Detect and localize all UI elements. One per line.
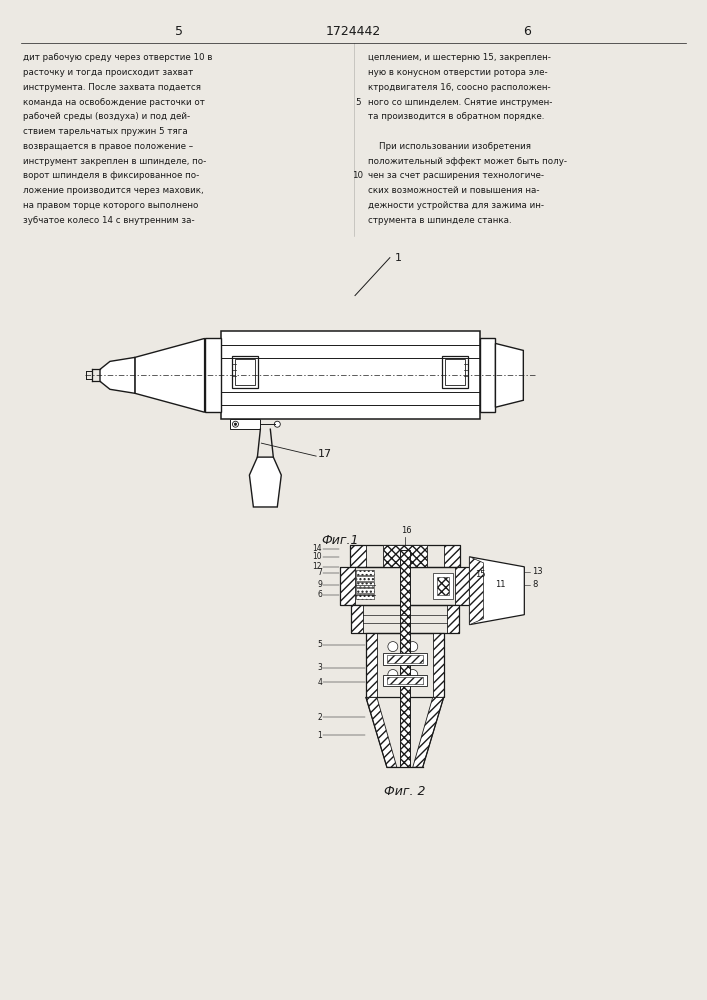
Polygon shape xyxy=(447,605,459,633)
Text: 4: 4 xyxy=(317,678,322,687)
Text: 7: 7 xyxy=(317,568,322,577)
Bar xyxy=(433,573,452,599)
Bar xyxy=(383,653,427,665)
Circle shape xyxy=(274,421,280,427)
Text: ворот шпинделя в фиксированное по-: ворот шпинделя в фиксированное по- xyxy=(23,171,199,180)
Text: чен за счет расширения технологиче-: чен за счет расширения технологиче- xyxy=(368,171,544,180)
Polygon shape xyxy=(135,338,204,412)
Bar xyxy=(400,550,410,767)
Text: 3: 3 xyxy=(317,663,322,672)
Bar xyxy=(387,655,423,663)
Text: Фиг. 2: Фиг. 2 xyxy=(384,785,426,798)
Text: Фиг.1: Фиг.1 xyxy=(321,534,359,547)
Text: 9: 9 xyxy=(317,580,322,589)
Bar xyxy=(235,359,255,385)
Text: инструмента. После захвата подается: инструмента. После захвата подается xyxy=(23,83,201,92)
Circle shape xyxy=(388,670,398,680)
Bar xyxy=(437,577,449,595)
Bar xyxy=(356,588,374,593)
Circle shape xyxy=(233,421,238,427)
Bar xyxy=(479,338,496,412)
Text: рабочей среды (воздуха) и под дей-: рабочей среды (воздуха) и под дей- xyxy=(23,112,190,121)
Text: ную в конусном отверстии ротора эле-: ную в конусном отверстии ротора эле- xyxy=(368,68,547,77)
Text: 1724442: 1724442 xyxy=(325,25,380,38)
Text: ложение производится через маховик,: ложение производится через маховик, xyxy=(23,186,204,195)
Text: ских возможностей и повышения на-: ских возможностей и повышения на- xyxy=(368,186,539,195)
Text: 11: 11 xyxy=(496,580,506,589)
Text: 1: 1 xyxy=(395,253,402,263)
Text: зубчатое колесо 14 с внутренним за-: зубчатое колесо 14 с внутренним за- xyxy=(23,216,195,225)
Text: 16: 16 xyxy=(402,526,412,535)
Polygon shape xyxy=(250,457,281,507)
Bar xyxy=(383,545,427,567)
Text: ного со шпинделем. Снятие инструмен-: ного со шпинделем. Снятие инструмен- xyxy=(368,98,552,107)
Bar xyxy=(340,567,469,605)
Text: та производится в обратном порядке.: та производится в обратном порядке. xyxy=(368,112,544,121)
Circle shape xyxy=(388,642,398,652)
Text: ствием тарельчатых пружин 5 тяга: ствием тарельчатых пружин 5 тяга xyxy=(23,127,188,136)
Text: 17: 17 xyxy=(318,449,332,459)
Bar xyxy=(356,582,374,587)
Polygon shape xyxy=(413,697,444,767)
Bar xyxy=(366,633,444,697)
Circle shape xyxy=(234,423,237,425)
Circle shape xyxy=(388,656,398,666)
Text: инструмент закреплен в шпинделе, по-: инструмент закреплен в шпинделе, по- xyxy=(23,157,206,166)
Bar xyxy=(204,338,221,412)
Bar xyxy=(356,594,374,599)
Text: 10: 10 xyxy=(352,171,363,180)
Polygon shape xyxy=(100,357,135,393)
Polygon shape xyxy=(350,545,366,567)
Text: команда на освобождение расточки от: команда на освобождение расточки от xyxy=(23,98,205,107)
Text: возвращается в правое положение –: возвращается в правое положение – xyxy=(23,142,194,151)
Bar xyxy=(350,545,460,567)
Polygon shape xyxy=(455,567,469,605)
Circle shape xyxy=(408,670,418,680)
Polygon shape xyxy=(444,545,460,567)
Bar xyxy=(442,356,467,388)
Polygon shape xyxy=(340,567,355,605)
Polygon shape xyxy=(496,343,523,407)
Text: 5: 5 xyxy=(175,25,182,38)
Polygon shape xyxy=(469,557,525,625)
Text: 15: 15 xyxy=(476,570,486,579)
Bar xyxy=(230,419,260,429)
Bar xyxy=(233,356,258,388)
Text: 8: 8 xyxy=(532,580,537,589)
Bar xyxy=(356,570,374,575)
Text: 6: 6 xyxy=(317,590,322,599)
Text: При использовании изобретения: При использовании изобретения xyxy=(368,142,531,151)
Text: дежности устройства для зажима ин-: дежности устройства для зажима ин- xyxy=(368,201,544,210)
Polygon shape xyxy=(433,633,444,697)
Polygon shape xyxy=(351,605,363,633)
Text: расточку и тогда происходит захват: расточку и тогда происходит захват xyxy=(23,68,194,77)
Bar xyxy=(387,677,423,684)
Text: струмента в шпинделе станка.: струмента в шпинделе станка. xyxy=(368,216,512,225)
Text: положительный эффект может быть полу-: положительный эффект может быть полу- xyxy=(368,157,567,166)
Text: 6: 6 xyxy=(523,25,531,38)
Text: на правом торце которого выполнено: на правом торце которого выполнено xyxy=(23,201,199,210)
Circle shape xyxy=(408,642,418,652)
Bar xyxy=(445,359,464,385)
Text: 1: 1 xyxy=(317,731,322,740)
Text: ктродвигателя 16, соосно расположен-: ктродвигателя 16, соосно расположен- xyxy=(368,83,551,92)
Text: 5: 5 xyxy=(317,640,322,649)
Text: цеплением, и шестерню 15, закреплен-: цеплением, и шестерню 15, закреплен- xyxy=(368,53,551,62)
Text: 5: 5 xyxy=(355,98,361,107)
Text: 10: 10 xyxy=(312,552,322,561)
Bar xyxy=(221,331,479,419)
Text: 2: 2 xyxy=(317,713,322,722)
Circle shape xyxy=(408,656,418,666)
Polygon shape xyxy=(469,557,484,625)
Bar xyxy=(356,576,374,581)
Text: 13: 13 xyxy=(532,567,543,576)
Bar xyxy=(351,605,459,633)
Text: 14: 14 xyxy=(312,544,322,553)
Text: дит рабочую среду через отверстие 10 в: дит рабочую среду через отверстие 10 в xyxy=(23,53,213,62)
Text: 12: 12 xyxy=(312,562,322,571)
Polygon shape xyxy=(366,633,377,697)
Polygon shape xyxy=(366,697,397,767)
Bar xyxy=(383,675,427,686)
